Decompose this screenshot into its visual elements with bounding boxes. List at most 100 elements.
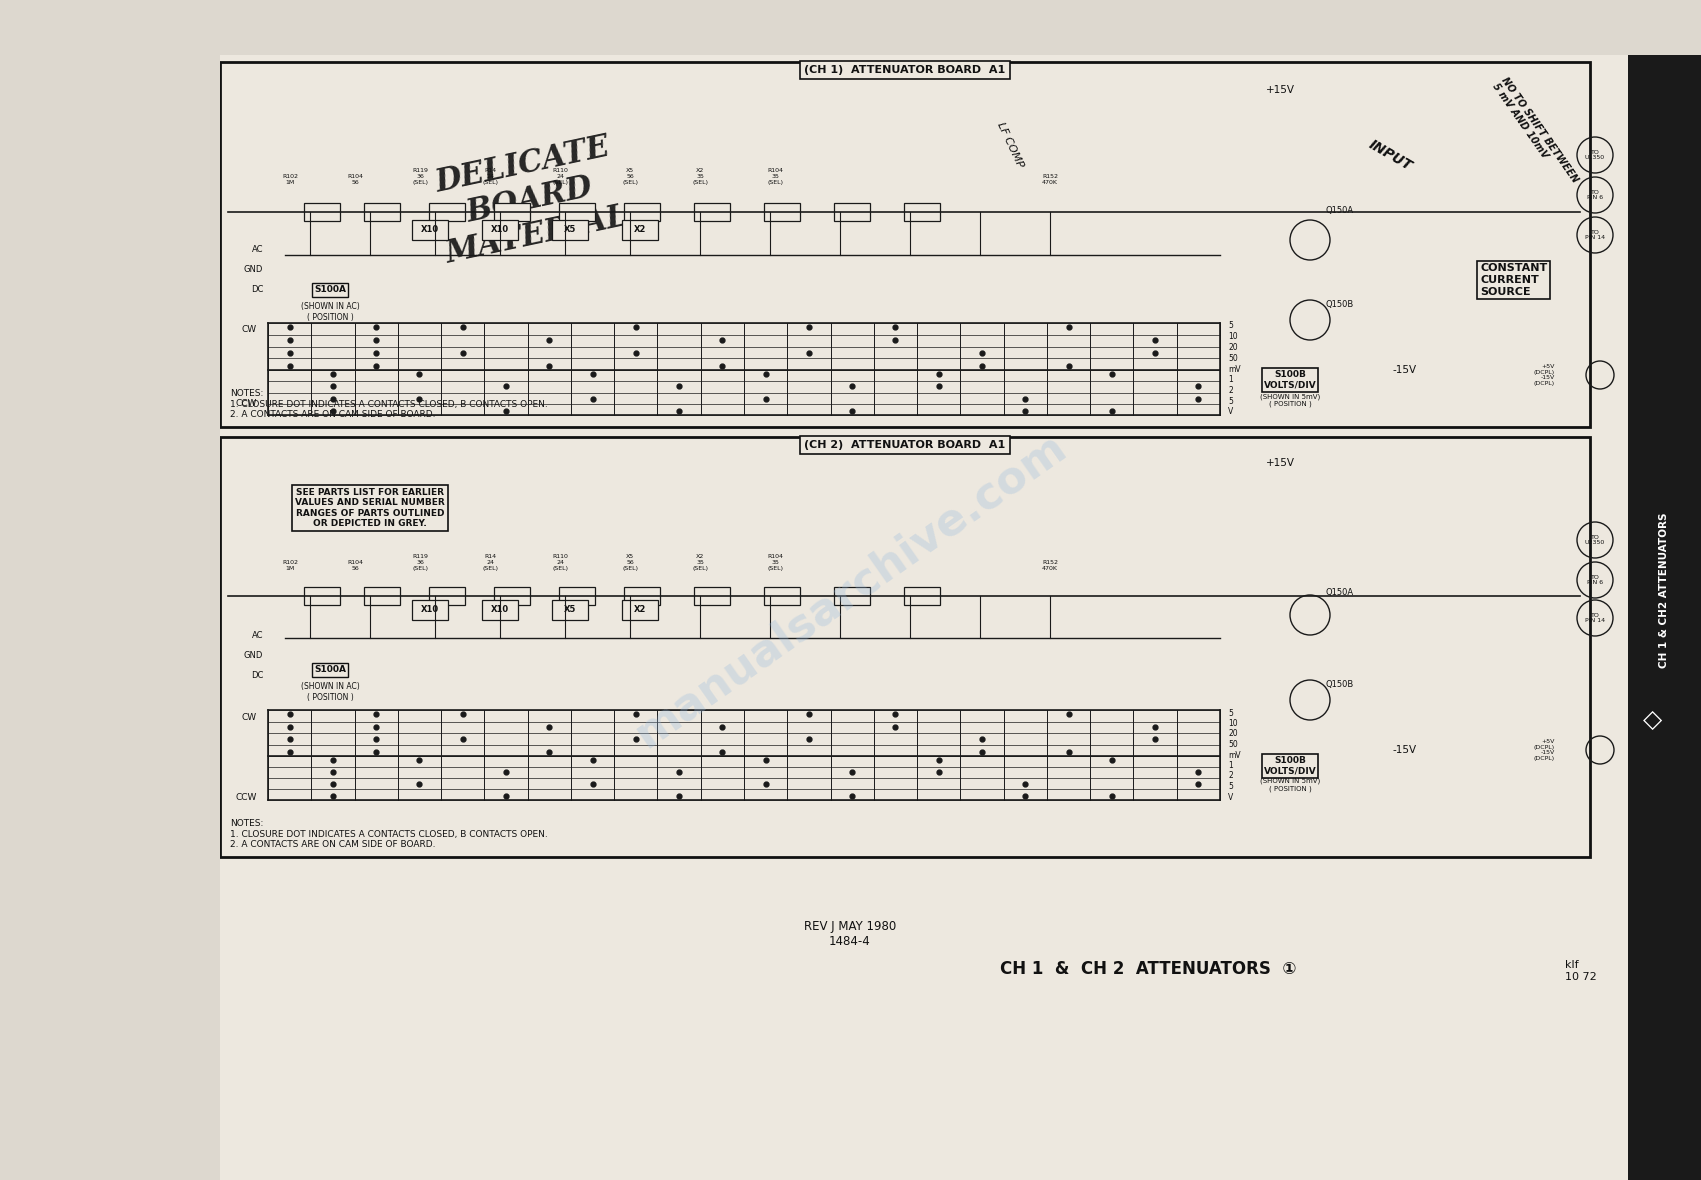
Text: (SHOWN IN AC)
( POSITION ): (SHOWN IN AC) ( POSITION )	[301, 682, 359, 702]
Text: 10: 10	[1228, 719, 1238, 728]
Bar	[624, 586, 660, 605]
Text: R110
24
(SEL): R110 24 (SEL)	[553, 555, 568, 571]
Text: SEE PARTS LIST FOR EARLIER
VALUES AND SERIAL NUMBER
RANGES OF PARTS OUTLINED
OR : SEE PARTS LIST FOR EARLIER VALUES AND SE…	[296, 489, 446, 529]
Text: NOTES:
1. CLOSURE DOT INDICATES A CONTACTS CLOSED, B CONTACTS OPEN.
2. A CONTACT: NOTES: 1. CLOSURE DOT INDICATES A CONTAC…	[230, 389, 548, 419]
Text: GND: GND	[243, 650, 264, 660]
Bar	[560, 586, 595, 605]
Bar	[481, 599, 519, 620]
Text: PROBE
IDENTIFY
TO CR446
& CR42: PROBE IDENTIFY TO CR446 & CR42	[126, 270, 163, 310]
Text: Scans by => ARTEK MEDIA © 2003-2005: Scans by => ARTEK MEDIA © 2003-2005	[335, 30, 619, 42]
Bar	[623, 219, 658, 240]
Bar	[553, 219, 589, 240]
Text: S100A: S100A	[315, 666, 345, 675]
Text: CW: CW	[242, 714, 257, 722]
Text: CH1
(INPUT): CH1 (INPUT)	[122, 164, 168, 185]
Text: TO
PIN 14: TO PIN 14	[1585, 230, 1606, 241]
Text: DELICATE
BOARD
MATERIAL: DELICATE BOARD MATERIAL	[429, 131, 631, 269]
Text: CONSTANT
CURRENT
SOURCE: CONSTANT CURRENT SOURCE	[1480, 263, 1548, 296]
Text: X5
56
(SEL): X5 56 (SEL)	[623, 555, 638, 571]
Text: klf
10 72: klf 10 72	[1565, 961, 1597, 982]
Text: R102
1M: R102 1M	[282, 560, 298, 571]
Text: X10: X10	[492, 605, 509, 615]
Text: LF COMP: LF COMP	[995, 120, 1026, 169]
Bar	[553, 599, 589, 620]
Text: ~: ~	[107, 373, 153, 427]
Text: TO
PIN 6: TO PIN 6	[1587, 190, 1602, 201]
Text: X2: X2	[634, 605, 646, 615]
Text: TO
PIN 14: TO PIN 14	[1585, 612, 1606, 623]
Text: NO TO SHIFT BETWEEN
5 mV AND 10mV: NO TO SHIFT BETWEEN 5 mV AND 10mV	[1490, 76, 1580, 191]
Text: TO
U2350: TO U2350	[1585, 535, 1606, 545]
Text: (SHOWN IN 5mV)
( POSITION ): (SHOWN IN 5mV) ( POSITION )	[1260, 778, 1320, 792]
Text: manualsarchive.com: manualsarchive.com	[626, 425, 1073, 755]
Text: -15V: -15V	[1393, 365, 1417, 375]
Text: S100A: S100A	[315, 286, 345, 295]
Text: 1: 1	[1228, 375, 1233, 385]
Bar	[493, 586, 531, 605]
Text: R104
35
(SEL): R104 35 (SEL)	[767, 169, 782, 185]
Text: Q150A: Q150A	[1325, 589, 1352, 597]
Bar	[412, 219, 447, 240]
Text: DC: DC	[250, 670, 264, 680]
Text: TO
PIN 6: TO PIN 6	[1587, 575, 1602, 585]
Text: V: V	[1228, 407, 1233, 417]
Bar	[833, 586, 869, 605]
Text: R110
24
(SEL): R110 24 (SEL)	[553, 169, 568, 185]
Text: R152
470K: R152 470K	[1043, 175, 1058, 185]
Text: 10: 10	[1228, 333, 1238, 341]
Text: 50: 50	[1228, 354, 1238, 362]
Text: INPUT: INPUT	[1366, 137, 1414, 173]
Text: (SHOWN IN 5mV)
( POSITION ): (SHOWN IN 5mV) ( POSITION )	[1260, 393, 1320, 407]
Text: +15V: +15V	[1266, 85, 1294, 96]
Bar	[903, 586, 941, 605]
Text: 5: 5	[1228, 782, 1233, 791]
Bar	[429, 586, 464, 605]
Text: 20: 20	[1228, 343, 1238, 352]
Text: mV: mV	[1228, 365, 1240, 374]
Bar	[412, 599, 447, 620]
Text: Q150B: Q150B	[1325, 681, 1354, 689]
Text: R152
470K: R152 470K	[1043, 560, 1058, 571]
Text: CCW: CCW	[236, 399, 257, 407]
Text: +5V
(DCPL)
-15V
(DCPL): +5V (DCPL) -15V (DCPL)	[1534, 363, 1555, 386]
Bar	[694, 203, 730, 221]
Bar	[764, 203, 799, 221]
Text: R14
24
(SEL): R14 24 (SEL)	[481, 555, 498, 571]
Text: +15V: +15V	[1266, 458, 1294, 468]
Text: (SHOWN IN AC)
( POSITION ): (SHOWN IN AC) ( POSITION )	[301, 302, 359, 322]
Text: R14
24
(SEL): R14 24 (SEL)	[481, 169, 498, 185]
Text: PROBE
IDENTIFY
TO CR446
( CR621): PROBE IDENTIFY TO CR446 ( CR621)	[126, 660, 163, 700]
Text: R104
56: R104 56	[347, 560, 362, 571]
Text: R104
56: R104 56	[347, 175, 362, 185]
Bar	[903, 203, 941, 221]
Text: mV: mV	[1228, 750, 1240, 760]
Text: R119
36
(SEL): R119 36 (SEL)	[412, 169, 429, 185]
Text: X2
35
(SEL): X2 35 (SEL)	[692, 169, 708, 185]
Bar	[1628, 0, 1701, 1180]
Text: X10: X10	[420, 605, 439, 615]
Text: X5: X5	[563, 605, 577, 615]
Text: 5: 5	[1228, 708, 1233, 717]
Bar	[0, 0, 1701, 55]
Bar	[429, 203, 464, 221]
Text: -15V: -15V	[1393, 745, 1417, 755]
Text: S100B
VOLTS/DIV: S100B VOLTS/DIV	[1264, 371, 1317, 389]
Bar	[219, 437, 1590, 857]
Text: 5: 5	[1228, 396, 1233, 406]
Text: TO
U1350: TO U1350	[1585, 150, 1606, 160]
Text: AC: AC	[252, 630, 264, 640]
Text: CW: CW	[242, 326, 257, 334]
Text: V: V	[1228, 793, 1233, 801]
Text: X5: X5	[563, 225, 577, 235]
Bar	[624, 203, 660, 221]
Text: +5V
(DCPL)
-15V
(DCPL): +5V (DCPL) -15V (DCPL)	[1534, 739, 1555, 761]
Bar	[481, 219, 519, 240]
Bar	[694, 586, 730, 605]
Text: 2: 2	[1228, 386, 1233, 395]
Bar	[364, 586, 400, 605]
Text: 7A26: 7A26	[60, 961, 100, 974]
Text: (CH 2)  ATTENUATOR BOARD  A1: (CH 2) ATTENUATOR BOARD A1	[805, 440, 1005, 450]
Text: X10: X10	[492, 225, 509, 235]
Text: DC: DC	[250, 286, 264, 295]
Text: CH2
(INPUT): CH2 (INPUT)	[122, 555, 168, 576]
